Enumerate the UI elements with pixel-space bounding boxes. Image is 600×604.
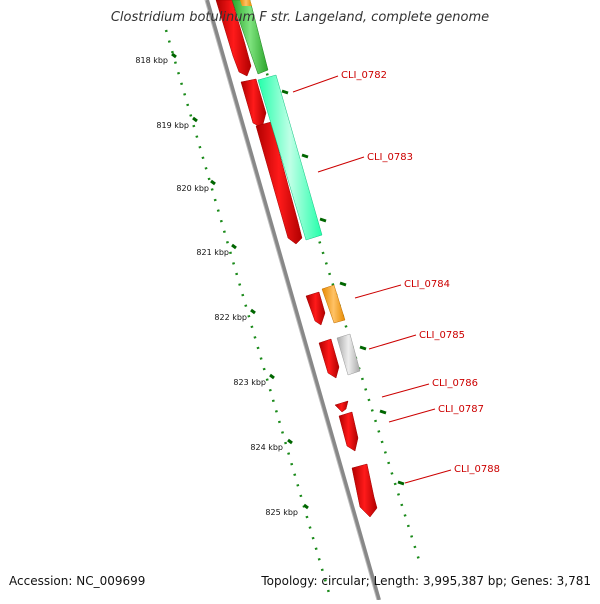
genome-backbone-highlight (204, 0, 378, 601)
ruler-label-825: 825 kbp (265, 508, 298, 517)
gene-callout-line (368, 334, 417, 350)
ruler-label-819: 819 kbp (156, 121, 189, 130)
gene-label-CLI_0784[interactable]: CLI_0784 (404, 279, 450, 290)
gene-callout-line (292, 75, 339, 93)
gene-callout-line (381, 383, 430, 398)
gene-label-CLI_0785[interactable]: CLI_0785 (419, 330, 465, 341)
ruler-label-824: 824 kbp (250, 443, 283, 452)
gene-label-CLI_0783[interactable]: CLI_0783 (367, 152, 413, 163)
ruler-tick-822 (250, 308, 256, 315)
cog-features (231, 0, 361, 376)
ruler-label-823: 823 kbp (233, 378, 266, 387)
ruler-tick-819 (192, 116, 198, 123)
ruler-label-822: 822 kbp (214, 313, 247, 322)
gene-callout-line (354, 284, 402, 299)
ruler-tick-823 (269, 373, 275, 380)
gene-arrow[interactable] (215, 0, 252, 77)
ruler-guide-left (164, 29, 333, 601)
gene-labels: CLI_0782 CLI_0783 CLI_0784 CLI_0785 CLI_… (292, 70, 500, 484)
gene-arrow[interactable] (351, 463, 378, 518)
genome-backbone (205, 0, 381, 601)
cog-feature-teal[interactable] (257, 74, 323, 241)
gene-arrow[interactable] (338, 411, 359, 452)
right-guide-ticks (281, 89, 405, 486)
gene-callout-line (388, 408, 436, 423)
cog-feature-orange[interactable] (321, 284, 346, 324)
ruler-tick-818 (171, 52, 177, 59)
accession-text: Accession: NC_009699 (9, 574, 146, 588)
ruler-tick-824 (287, 438, 293, 445)
gene-arrow[interactable] (240, 78, 267, 129)
ruler-label-820: 820 kbp (176, 184, 209, 193)
gene-arrow[interactable] (318, 338, 340, 379)
gene-label-CLI_0788[interactable]: CLI_0788 (454, 464, 500, 475)
ruler-label-821: 821 kbp (196, 248, 229, 257)
cog-feature-green[interactable] (231, 0, 269, 75)
topology-text: Topology: circular; Length: 3,995,387 bp… (261, 574, 591, 588)
gene-arrow[interactable] (305, 291, 326, 326)
ruler-tick-820 (210, 179, 216, 186)
gene-label-CLI_0786[interactable]: CLI_0786 (432, 378, 478, 389)
ruler-tick-825 (303, 503, 309, 510)
gene-label-CLI_0787[interactable]: CLI_0787 (438, 404, 484, 415)
kbp-ruler: 818 kbp 819 kbp 820 kbp 821 kbp 822 kbp … (135, 52, 309, 517)
gene-callout-line (404, 469, 452, 484)
gene-features-strand (215, 0, 378, 518)
gene-arrow[interactable] (334, 400, 349, 413)
ruler-tick-821 (231, 243, 237, 250)
ruler-label-818: 818 kbp (135, 56, 168, 65)
map-title: Clostridium botulinum F str. Langeland, … (110, 10, 490, 25)
cog-feature-orange[interactable] (240, 0, 252, 6)
cog-feature-grey[interactable] (336, 333, 361, 376)
gene-callout-line (317, 156, 365, 173)
gene-label-CLI_0782[interactable]: CLI_0782 (341, 70, 387, 81)
